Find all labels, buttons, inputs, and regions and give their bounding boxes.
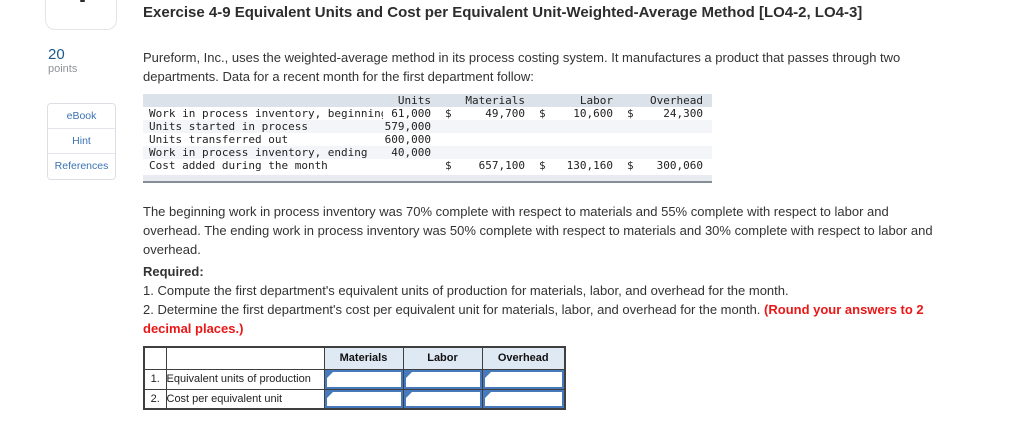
ebook-button[interactable]: eBook: [48, 104, 115, 129]
col-header-overhead: Overhead: [650, 94, 703, 107]
row-labor: $10,600: [539, 107, 613, 120]
answer-col-header-overhead: Overhead: [481, 346, 566, 370]
row-materials: $49,700: [445, 107, 525, 120]
row-units: 40,000: [391, 146, 431, 159]
answer-cell: [481, 368, 566, 390]
points-block: 20 points: [48, 46, 77, 76]
currency-symbol: $: [445, 159, 452, 172]
table-row: Work in process inventory, ending 40,000: [143, 146, 712, 159]
points-value: 20: [48, 46, 65, 63]
answer-table-header-row: Materials Labor Overhead: [143, 346, 566, 370]
cell-flag-icon: [405, 371, 412, 378]
answer-table: Materials Labor Overhead 1. Equivalent u…: [143, 346, 566, 410]
answer-cell: [481, 388, 566, 410]
answer-input-materials-2[interactable]: [324, 389, 403, 408]
answer-header-label-spacer: [165, 346, 325, 370]
answer-row-number: 1.: [143, 368, 167, 390]
row-units: 600,000: [384, 133, 431, 146]
row-label: Cost added during the month: [149, 159, 328, 172]
answer-row-equivalent-units: 1. Equivalent units of production: [143, 368, 566, 390]
answer-row-label: Equivalent units of production: [165, 368, 325, 390]
row-units: 61,000: [391, 107, 431, 120]
col-header-units: Units: [397, 94, 431, 107]
answer-header-row-number-spacer: [143, 346, 167, 370]
amount: 130,160: [566, 159, 613, 172]
cell-flag-icon: [326, 371, 333, 378]
currency-symbol: $: [627, 107, 634, 120]
answer-row-number: 2.: [143, 388, 167, 410]
row-materials: $657,100: [445, 159, 525, 172]
answer-cell: [402, 368, 483, 390]
answer-input-labor-2[interactable]: [403, 389, 482, 408]
answer-col-header-materials: Materials: [323, 346, 404, 370]
table-row: Units transferred out 600,000: [143, 133, 712, 146]
references-button[interactable]: References: [48, 154, 115, 179]
table-row: Work in process inventory, beginning 61,…: [143, 107, 712, 120]
page-title: Exercise 4-9 Equivalent Units and Cost p…: [143, 4, 863, 21]
amount: 300,060: [656, 159, 703, 172]
required-section: Required: 1. Compute the first departmen…: [143, 262, 943, 338]
row-label: Units started in process: [149, 120, 308, 133]
cell-flag-icon: [326, 391, 333, 398]
answer-cell: [323, 368, 404, 390]
required-item-2: 2. Determine the first department's cost…: [143, 300, 943, 338]
row-label: Work in process inventory, beginning: [149, 107, 383, 120]
row-overhead: $24,300: [627, 107, 703, 120]
currency-symbol: $: [445, 107, 452, 120]
intro-paragraph: Pureform, Inc., uses the weighted-averag…: [143, 50, 901, 84]
col-header-materials: Materials: [465, 94, 525, 107]
currency-symbol: $: [539, 107, 546, 120]
amount: 24,300: [663, 107, 703, 120]
amount: 657,100: [478, 159, 525, 172]
row-overhead: $300,060: [627, 159, 703, 172]
currency-symbol: $: [627, 159, 634, 172]
row-units: 579,000: [384, 120, 431, 133]
answer-input-overhead-2[interactable]: [482, 389, 564, 408]
data-table-footer-band: [143, 175, 712, 183]
table-row: Cost added during the month $657,100 $13…: [143, 159, 712, 172]
row-labor: $130,160: [539, 159, 613, 172]
answer-input-materials-1[interactable]: [324, 369, 403, 389]
answer-row-cost-per-unit: 2. Cost per equivalent unit: [143, 388, 566, 410]
table-row: Units started in process 579,000: [143, 120, 712, 133]
exclamation-icon-dot: [80, 0, 85, 2]
data-table-body: Work in process inventory, beginning 61,…: [143, 107, 712, 172]
col-header-labor: Labor: [579, 94, 613, 107]
currency-symbol: $: [539, 159, 546, 172]
completion-paragraph: The beginning work in process inventory …: [143, 204, 933, 257]
answer-input-labor-1[interactable]: [403, 369, 482, 389]
required-item-2-emphasis: (Round your answers to 2 decimal places.…: [143, 302, 924, 336]
answer-cell: [323, 388, 404, 410]
cell-flag-icon: [405, 391, 412, 398]
row-label: Work in process inventory, ending: [149, 146, 368, 159]
required-item-2-text: 2. Determine the first department's cost…: [143, 302, 765, 317]
answer-cell: [402, 388, 483, 410]
answer-input-overhead-1[interactable]: [482, 369, 564, 389]
data-table-header-row: Units Materials Labor Overhead: [143, 94, 712, 107]
required-heading: Required:: [143, 264, 204, 279]
required-item-1: 1. Compute the first department's equiva…: [143, 283, 789, 298]
resource-button-group: eBook Hint References: [47, 103, 116, 180]
amount: 10,600: [573, 107, 613, 120]
process-cost-data-table: Units Materials Labor Overhead Work in p…: [143, 94, 712, 183]
hint-button[interactable]: Hint: [48, 129, 115, 154]
row-label: Units transferred out: [149, 133, 289, 146]
points-label: points: [48, 63, 78, 75]
answer-row-label: Cost per equivalent unit: [165, 388, 325, 410]
cell-flag-icon: [484, 391, 491, 398]
answer-col-header-labor: Labor: [402, 346, 483, 370]
cell-flag-icon: [484, 371, 491, 378]
assignment-type-card: [45, 0, 117, 30]
amount: 49,700: [485, 107, 525, 120]
